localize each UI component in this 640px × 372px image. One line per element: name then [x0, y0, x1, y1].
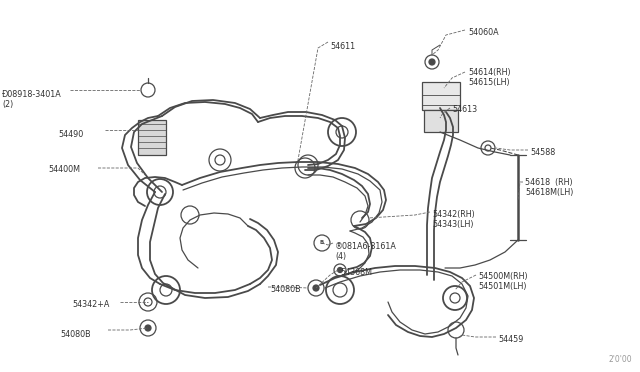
FancyBboxPatch shape: [138, 120, 166, 155]
Text: 54613: 54613: [452, 105, 477, 114]
Text: 54368M: 54368M: [340, 268, 372, 277]
Text: ®081A6-8161A
(4): ®081A6-8161A (4): [335, 242, 397, 262]
FancyBboxPatch shape: [422, 82, 460, 110]
Text: 54459: 54459: [498, 335, 524, 344]
Circle shape: [313, 285, 319, 291]
Circle shape: [429, 59, 435, 65]
Text: 54490: 54490: [58, 130, 83, 139]
Text: 54400M: 54400M: [48, 165, 80, 174]
Text: 54614(RH)
54615(LH): 54614(RH) 54615(LH): [468, 68, 511, 87]
Text: 54342+A: 54342+A: [72, 300, 109, 309]
Text: 54080B: 54080B: [60, 330, 91, 339]
Text: 54611: 54611: [330, 42, 355, 51]
Text: B: B: [320, 241, 324, 246]
Text: 54342(RH)
54343(LH): 54342(RH) 54343(LH): [432, 210, 475, 230]
Text: Ð08918-3401A
(2): Ð08918-3401A (2): [2, 90, 61, 109]
Text: 54588: 54588: [530, 148, 556, 157]
Text: 54618  (RH)
54618M(LH): 54618 (RH) 54618M(LH): [525, 178, 573, 198]
Text: 2'0'00: 2'0'00: [609, 355, 632, 364]
Text: 54500M(RH)
54501M(LH): 54500M(RH) 54501M(LH): [478, 272, 527, 291]
FancyBboxPatch shape: [424, 110, 458, 132]
Circle shape: [337, 267, 342, 273]
Text: 54080B: 54080B: [270, 285, 301, 294]
Circle shape: [145, 325, 151, 331]
Text: 54060A: 54060A: [468, 28, 499, 37]
